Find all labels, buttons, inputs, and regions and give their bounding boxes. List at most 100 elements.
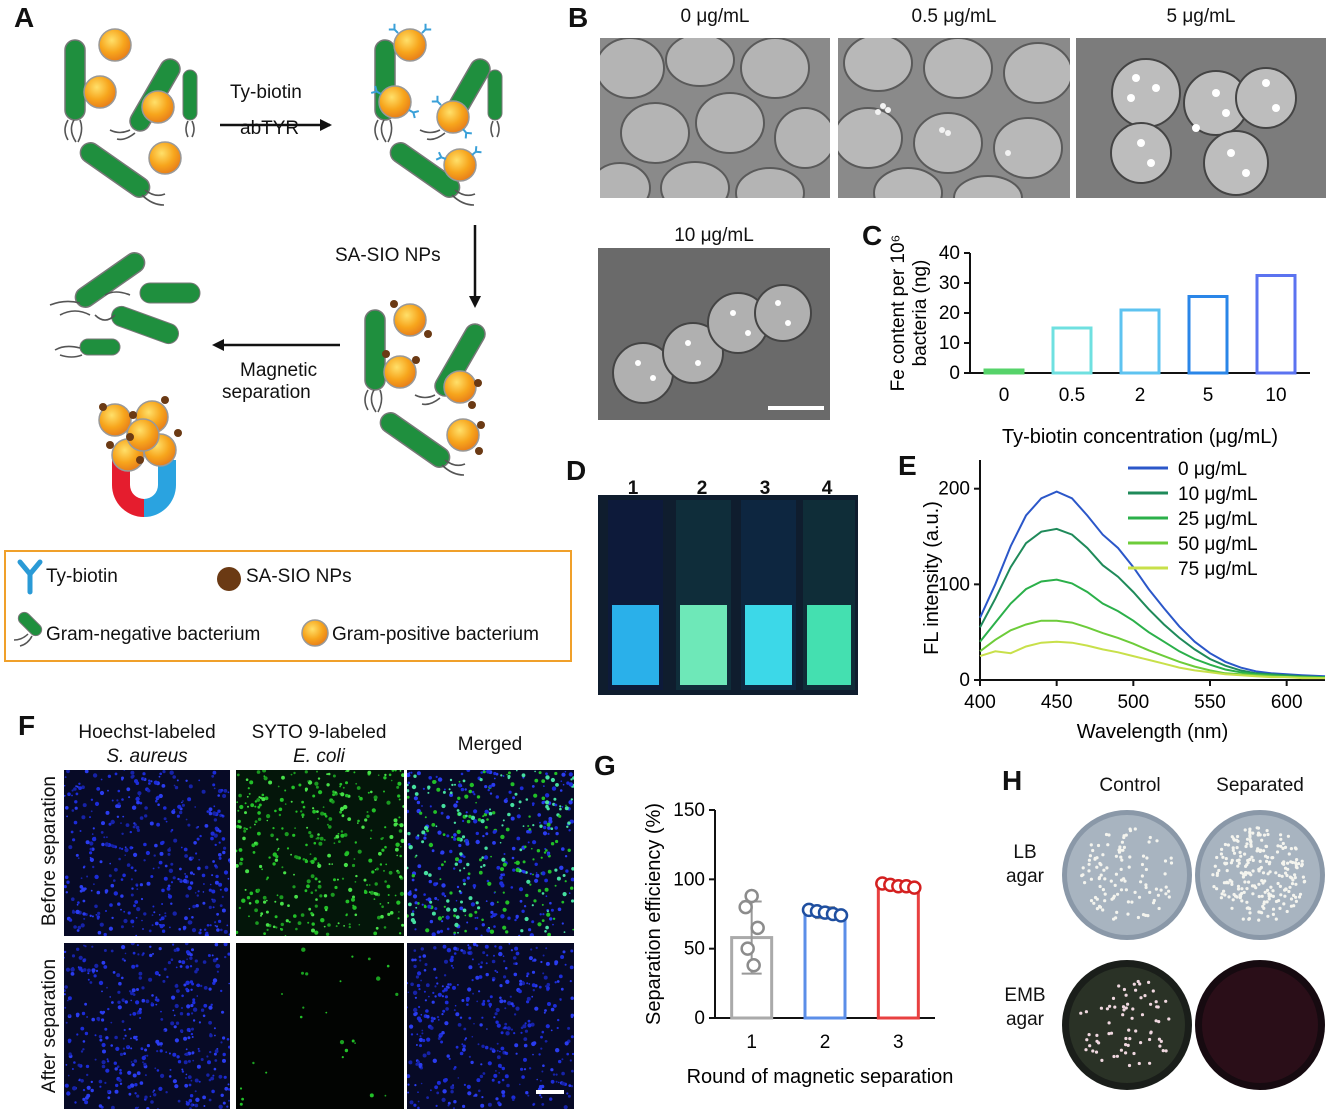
chart-c: 0 10 20 30 40 0 0.5 2 5 10 Ty-biotin concentration… xyxy=(890,235,1310,448)
panel-label-a: A xyxy=(14,2,35,33)
g-x-tick-label: 3 xyxy=(893,1032,904,1053)
sem-label-10: 10 μg/mL xyxy=(674,225,754,246)
g-y-tick-label: 50 xyxy=(684,939,705,960)
g-y-axis-label: Separation efficiency (%) xyxy=(643,803,665,1025)
c-bar xyxy=(1187,295,1229,375)
legend-sa-sio: SA-SIO NPs xyxy=(246,566,352,587)
step3-label-line2: separation xyxy=(222,382,311,403)
h-col1: Control xyxy=(1099,775,1161,796)
e-series-line xyxy=(979,640,1325,680)
e-legend-label: 50 μg/mL xyxy=(1178,534,1258,555)
panel-label-d: D xyxy=(566,455,587,486)
e-series-line xyxy=(979,527,1326,679)
sem-image-0-5 xyxy=(838,38,1070,198)
e-x-axis-label: Wavelength (nm) xyxy=(1077,721,1229,743)
panel-label-e: E xyxy=(898,450,917,481)
c-y-tick-label: 30 xyxy=(939,273,960,294)
h-row1-line1: LB xyxy=(1013,842,1037,863)
e-y-tick-label: 200 xyxy=(938,479,970,500)
f-scale-bar xyxy=(536,1090,564,1094)
separated-gram-negative xyxy=(49,248,201,358)
g-data-point xyxy=(746,958,761,973)
panel-label-c: C xyxy=(862,220,883,251)
g-data-point xyxy=(907,880,922,895)
g-y-tick-label: 100 xyxy=(673,869,705,890)
c-y-axis-label-line1: Fe content per 10⁶ xyxy=(890,235,909,391)
e-x-tick-label: 600 xyxy=(1271,692,1303,713)
cuvette-label-2: 2 xyxy=(696,478,708,499)
c-y-axis-label-line2: bacteria (ng) xyxy=(910,260,931,367)
c-bar xyxy=(1051,326,1093,375)
cuvette-label-3: 3 xyxy=(759,478,771,499)
c-y-tick-label: 10 xyxy=(939,333,960,354)
f-before-merged xyxy=(407,770,574,936)
gram-negative-icon xyxy=(13,611,43,647)
f-row1-label: Before separation xyxy=(39,776,60,926)
c-bar xyxy=(1255,274,1297,375)
c-x-tick-label: 10 xyxy=(1265,385,1286,406)
sem-image-0 xyxy=(600,38,830,198)
e-y-tick-label: 0 xyxy=(959,670,970,691)
c-y-tick-label: 0 xyxy=(949,363,960,384)
ty-biotin-icon xyxy=(17,559,43,595)
sem-image-5 xyxy=(1076,38,1326,198)
e-x-tick-label: 500 xyxy=(1117,692,1149,713)
legend-ty-biotin: Ty-biotin xyxy=(46,566,118,587)
sem-scale-bar xyxy=(768,406,824,410)
c-x-tick-label: 0.5 xyxy=(1059,385,1085,406)
chart-g: 0 50 100 150 1 2 3 Round of magnetic separation… xyxy=(643,800,953,1088)
e-x-tick-label: 400 xyxy=(964,692,996,713)
bacteria-mixture-initial xyxy=(64,28,198,206)
sa-sio-np-icon xyxy=(217,567,241,591)
e-y-tick-label: 100 xyxy=(938,574,970,595)
g-data-point xyxy=(750,920,765,936)
g-x-tick-label: 2 xyxy=(820,1032,831,1053)
cuvette-label-1: 1 xyxy=(627,478,639,499)
f-after-hoechst xyxy=(64,943,230,1109)
h-col2: Separated xyxy=(1216,775,1304,796)
g-bar xyxy=(876,884,920,1020)
panel-label-f: F xyxy=(18,710,36,741)
step1-label-top: Ty-biotin xyxy=(230,82,302,103)
f-before-hoechst xyxy=(64,770,230,936)
e-x-tick-label: 550 xyxy=(1194,692,1226,713)
agar-plates xyxy=(1062,810,1325,1090)
cuvette-photo xyxy=(598,495,858,695)
f-after-syto9 xyxy=(236,943,404,1109)
sem-label-5: 5 μg/mL xyxy=(1166,6,1236,27)
panel-label-b: B xyxy=(568,2,589,33)
f-col1-line2: S. aureus xyxy=(106,746,188,767)
c-y-tick-label: 40 xyxy=(939,243,960,264)
sem-label-0: 0 μg/mL xyxy=(680,6,750,27)
f-col1-line1: Hoechst-labeled xyxy=(78,722,216,743)
c-y-tick-label: 20 xyxy=(939,303,960,324)
h-row1-line2: agar xyxy=(1005,866,1045,887)
legend-gram-positive: Gram-positive bacterium xyxy=(332,624,539,645)
h-row2-line2: agar xyxy=(1005,1009,1045,1030)
step3-label-line1: Magnetic xyxy=(240,360,318,381)
g-y-tick-label: 0 xyxy=(694,1008,705,1029)
f-row2-label: After separation xyxy=(39,958,60,1094)
legend-gram-negative: Gram-negative bacterium xyxy=(46,624,261,645)
c-bar xyxy=(1119,308,1161,375)
e-y-axis-label: FL intensity (a.u.) xyxy=(921,501,943,655)
g-bar xyxy=(803,911,847,1020)
gram-positive-icon xyxy=(301,619,329,647)
bacteria-mixture-labeled xyxy=(370,22,503,206)
g-data-point xyxy=(740,941,755,956)
e-legend-label: 10 μg/mL xyxy=(1178,484,1258,505)
g-y-tick-label: 150 xyxy=(673,800,705,821)
e-series-line xyxy=(979,490,1326,678)
step2-label: SA-SIO NPs xyxy=(335,245,441,266)
c-x-tick-label: 0 xyxy=(999,385,1010,406)
e-series-line xyxy=(979,619,1326,680)
f-col3: Merged xyxy=(457,734,523,755)
sem-image-10 xyxy=(598,248,830,420)
panel-a-schematic xyxy=(49,22,503,517)
g-data-point xyxy=(744,888,759,904)
panel-label-h: H xyxy=(1002,765,1023,796)
e-legend-label: 0 μg/mL xyxy=(1178,459,1247,480)
c-x-tick-label: 5 xyxy=(1203,385,1214,406)
chart-e: 0 100 200 400 450 500 550 600 0 μg/mL 10 μg/mL 25 … xyxy=(921,459,1326,743)
sem-label-0-5: 0.5 μg/mL xyxy=(911,6,997,27)
